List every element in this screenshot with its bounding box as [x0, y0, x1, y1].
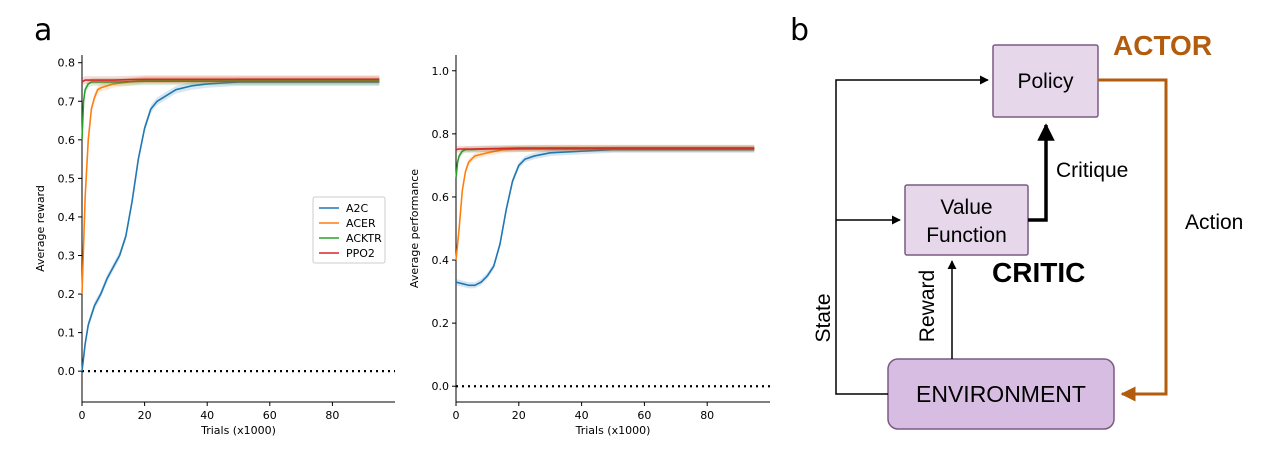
legend-label-ppo2: PPO2 [346, 247, 375, 260]
series-band-acktr [82, 77, 380, 144]
x-tick-label: 40 [200, 409, 214, 422]
y-tick-label: 0.4 [432, 254, 450, 267]
reward-label: Reward [916, 270, 939, 342]
series-line-a2c [455, 148, 755, 287]
panel-b-label: b [790, 13, 809, 48]
x-tick-label: 80 [700, 409, 714, 422]
critic-label: CRITIC [992, 257, 1085, 288]
series-band-ppo2 [82, 75, 380, 86]
series-band-acer [456, 144, 755, 264]
y-tick-label: 0.2 [58, 288, 76, 301]
actor-critic-diagram: Policy Value Function ENVIRONMENT ACTOR … [812, 30, 1243, 430]
series-line-acktr [81, 80, 380, 140]
series-line-acktr [455, 148, 755, 179]
x-tick-label: 0 [453, 409, 460, 422]
y-tick-label: 0.0 [432, 380, 450, 393]
x-axis-label: Trials (x1000) [200, 424, 276, 437]
panel-a-label: a [34, 13, 52, 48]
y-tick-label: 0.2 [432, 317, 450, 330]
series-band-acer [82, 76, 380, 298]
environment-label: ENVIRONMENT [916, 381, 1086, 407]
critique-label: Critique [1056, 159, 1128, 182]
value-function-label-line1: Value [940, 196, 992, 219]
x-tick-label: 40 [575, 409, 589, 422]
x-tick-label: 0 [79, 409, 86, 422]
y-tick-label: 0.6 [432, 191, 450, 204]
y-tick-label: 0.6 [58, 134, 76, 147]
series-line-ppo2 [455, 147, 755, 151]
x-tick-label: 20 [138, 409, 152, 422]
y-tick-label: 0.5 [58, 172, 76, 185]
critique-arrow [1028, 123, 1055, 222]
series-band-a2c [456, 146, 755, 289]
x-tick-label: 60 [637, 409, 651, 422]
performance-chart: 0.0 0.2 0.4 0.6 0.8 1.0 0 20 40 60 80 Trials (x1000… [408, 55, 770, 437]
legend-label-a2c: A2C [346, 202, 369, 215]
y-tick-label: 0.4 [58, 211, 76, 224]
y-tick-label: 0.1 [58, 327, 76, 340]
legend-label-acer: ACER [346, 217, 376, 230]
y-axis-label: Average reward [34, 185, 47, 272]
x-tick-label: 60 [263, 409, 277, 422]
actor-label: ACTOR [1113, 30, 1212, 61]
series-line-ppo2 [81, 78, 380, 83]
y-tick-label: 0.8 [58, 57, 76, 70]
action-arrow [1098, 78, 1168, 402]
x-tick-label: 20 [512, 409, 526, 422]
legend-box [312, 196, 386, 264]
x-tick-label: 80 [325, 409, 339, 422]
y-axis-label: Average performance [408, 169, 421, 288]
y-tick-label: 0.7 [58, 95, 76, 108]
y-tick-label: 0.0 [58, 365, 76, 378]
state-arrow-to-policy [835, 75, 989, 395]
y-tick-label: 1.0 [432, 65, 450, 78]
x-axis-label: Trials (x1000) [575, 424, 651, 437]
policy-label: Policy [1017, 70, 1074, 93]
reward-chart: 0.0 0.1 0.2 0.3 0.4 0.5 0.6 0.7 0.8 0 20 40 60 80 Tria… [34, 55, 395, 437]
y-tick-label: 0.8 [432, 128, 450, 141]
legend-label-acktr: ACKTR [346, 232, 382, 245]
y-tick-label: 0.3 [58, 249, 76, 262]
value-function-label-line2: Function [926, 224, 1007, 247]
state-label: State [812, 293, 835, 342]
action-label: Action [1185, 211, 1243, 234]
